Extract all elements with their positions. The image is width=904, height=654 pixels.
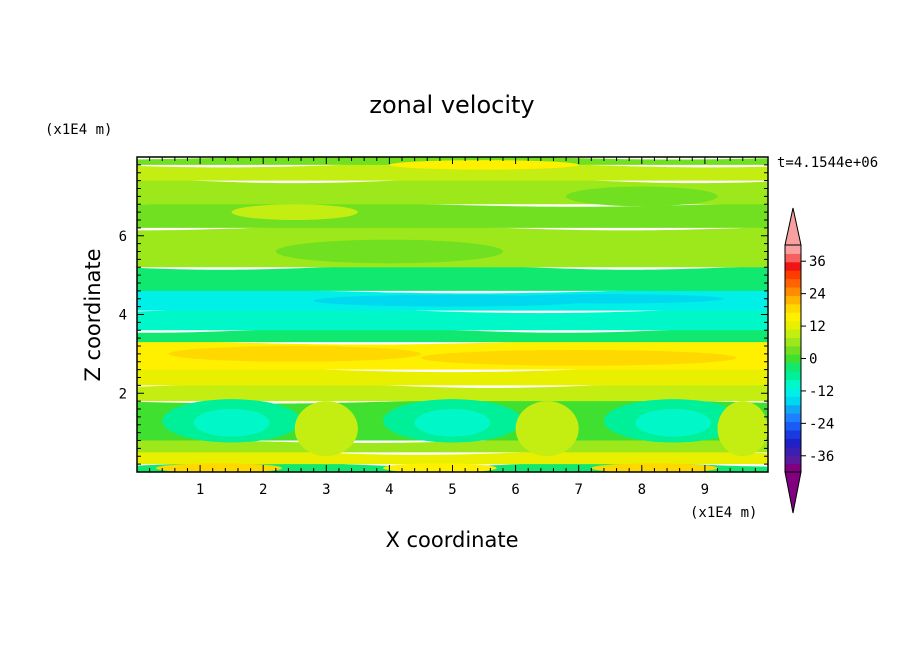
colorbar-label: -36	[809, 449, 834, 465]
colorbar-swatch	[785, 261, 801, 271]
field-band	[137, 327, 768, 343]
field-feature	[717, 401, 768, 457]
velocity-field	[137, 157, 768, 472]
field-feature	[515, 401, 579, 457]
field-feature	[591, 463, 718, 472]
field-feature	[635, 409, 712, 437]
colorbar-swatch	[785, 253, 801, 263]
colorbar-swatch	[785, 354, 801, 364]
colorbar-label: 0	[809, 352, 817, 368]
field-band	[137, 382, 768, 402]
colorbar: 36 24 12 0 -12 -24 -36	[784, 207, 834, 514]
colorbar-swatch	[785, 413, 801, 423]
field-band	[137, 264, 768, 291]
x-axis: 1 2 3 4 5 6 7 8 9	[149, 157, 756, 498]
field-feature	[193, 409, 270, 437]
chart-title: zonal velocity	[369, 91, 534, 119]
x-tick-label: 9	[701, 482, 709, 498]
colorbar-label: 24	[809, 287, 826, 303]
colorbar-swatch	[785, 345, 801, 355]
colorbar-swatch	[785, 278, 801, 288]
colorbar-swatch	[785, 287, 801, 296]
y-tick-label: 4	[119, 308, 127, 324]
x-tick-label: 5	[448, 482, 456, 498]
x-tick-label: 3	[322, 482, 330, 498]
time-label: t=4.1544e+06	[777, 155, 878, 171]
colorbar-swatch	[785, 404, 801, 414]
colorbar-swatch	[785, 303, 801, 313]
field-feature	[420, 349, 737, 366]
y-unit-label: (x1E4 m)	[45, 122, 112, 138]
x-tick-label: 4	[385, 482, 393, 498]
x-unit-label: (x1E4 m)	[690, 505, 757, 521]
colorbar-swatch	[785, 270, 801, 280]
colorbar-swatch	[785, 362, 801, 372]
field-feature	[383, 463, 497, 472]
colorbar-swatch	[785, 396, 801, 406]
colorbar-swatch	[785, 320, 801, 330]
colorbar-swatch	[785, 312, 801, 322]
y-tick-label: 2	[119, 386, 127, 402]
field-feature	[275, 239, 503, 264]
colorbar-swatch	[785, 329, 801, 338]
field-feature	[496, 294, 724, 304]
x-tick-label: 6	[511, 482, 519, 498]
colorbar-swatch	[785, 429, 801, 439]
colorbar-swatch	[785, 446, 801, 456]
field-band	[137, 201, 768, 228]
field-band	[137, 367, 768, 386]
y-axis: 2 4 6	[119, 164, 768, 465]
field-feature	[566, 186, 718, 207]
colorbar-label: 36	[809, 254, 826, 270]
colorbar-swatch	[785, 438, 801, 448]
field-band	[137, 162, 768, 181]
field-band	[137, 308, 768, 331]
x-tick-label: 8	[638, 482, 646, 498]
colorbar-swatch	[785, 337, 801, 347]
field-feature	[168, 346, 421, 362]
colorbar-swatch	[785, 463, 801, 473]
field-band	[137, 449, 768, 465]
colorbar-label: -12	[809, 384, 834, 400]
x-tick-label: 2	[259, 482, 267, 498]
field-feature	[231, 204, 358, 220]
colorbar-overflow-high	[784, 207, 802, 246]
colorbar-overflow-low	[784, 471, 802, 514]
x-tick-label: 1	[196, 482, 204, 498]
y-axis-label: Z coordinate	[81, 248, 105, 381]
x-tick-label: 7	[574, 482, 582, 498]
field-feature	[294, 401, 358, 457]
y-tick-label: 6	[119, 229, 127, 245]
field-feature	[389, 160, 579, 170]
colorbar-swatch	[785, 387, 801, 397]
colorbar-label: -24	[809, 416, 834, 432]
field-band	[137, 438, 768, 453]
colorbar-label: 12	[809, 319, 826, 335]
field-feature	[414, 409, 491, 437]
plot-area: 1 2 3 4 5 6 7 8 9 2 4 6	[119, 156, 769, 498]
colorbar-swatch	[785, 295, 801, 305]
x-axis-label: X coordinate	[385, 528, 518, 552]
colorbar-swatch	[785, 421, 801, 431]
colorbar-swatch	[785, 379, 801, 389]
colorbar-swatch	[785, 245, 801, 254]
colorbar-swatch	[785, 371, 801, 381]
colorbar-swatch	[785, 455, 801, 465]
